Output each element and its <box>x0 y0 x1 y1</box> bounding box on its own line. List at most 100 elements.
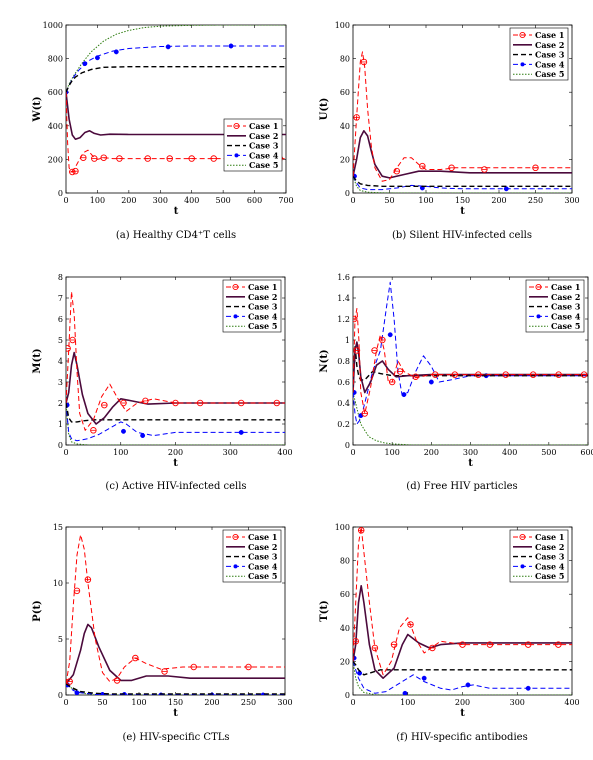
x-tick-label: 100 <box>418 196 433 205</box>
x-axis-label: t <box>468 458 473 469</box>
series-group <box>353 527 572 695</box>
series-line-case-4 <box>66 45 286 93</box>
axes-frame <box>65 24 287 194</box>
x-tick-label: 400 <box>502 448 517 457</box>
y-axis-label: M(t) <box>32 348 43 373</box>
series-line-case-2 <box>66 351 285 425</box>
x-tick-label: 50 <box>384 196 394 205</box>
panel-a: 0 100 200 300 400 500 600 700 0 200 400 600 800 1000 t… <box>32 21 294 241</box>
marker-case-4 <box>428 379 434 385</box>
series-line-case-3 <box>353 660 572 676</box>
x-tick-label: 600 <box>580 448 593 457</box>
marker-case-4 <box>82 61 88 67</box>
x-tick-label: 0 <box>63 448 68 457</box>
y-tick-label: 40 <box>340 624 350 633</box>
legend-label-case-3: Case 3 <box>535 552 565 562</box>
series-line-case-5 <box>353 392 588 445</box>
y-tick-label: 0 <box>58 189 63 198</box>
x-axis-label: t <box>460 708 465 719</box>
y-tick-label: 8 <box>58 273 63 282</box>
x-tick-label: 0 <box>350 448 355 457</box>
legend-label-case-2: Case 2 <box>551 292 581 302</box>
y-tick-label: 0 <box>345 441 350 450</box>
y-tick-label: 1.6 <box>337 273 350 282</box>
x-tick-label: 200 <box>121 196 136 205</box>
legend-marker-case-4 <box>233 314 238 319</box>
marker-case-4 <box>525 685 531 691</box>
x-tick-label: 200 <box>204 698 219 707</box>
marker-case-4 <box>238 429 244 435</box>
y-tick-label: 1000 <box>43 21 63 30</box>
x-tick-label: 300 <box>564 196 579 205</box>
series-line-case-2 <box>353 130 572 179</box>
legend-label-case-4: Case 4 <box>535 561 565 571</box>
series-line-case-4 <box>66 683 285 695</box>
y-tick-label: 200 <box>48 155 63 164</box>
legend-label-case-2: Case 2 <box>535 40 565 50</box>
legend-label-case-1: Case 1 <box>535 30 565 40</box>
x-tick-label: 300 <box>277 698 292 707</box>
legend-label-case-1: Case 1 <box>249 121 279 131</box>
series-line-case-4 <box>353 175 572 191</box>
marker-case-4 <box>113 49 119 55</box>
series-line-case-2 <box>353 584 572 680</box>
x-tick-label: 300 <box>463 448 478 457</box>
y-tick-label: 0.2 <box>337 420 350 429</box>
legend-box <box>509 27 569 81</box>
y-tick-label: 10 <box>53 579 63 588</box>
y-tick-label: 5 <box>58 336 63 345</box>
y-tick-label: 400 <box>48 122 63 131</box>
series-line-case-5 <box>66 402 285 445</box>
legend-box <box>509 529 569 583</box>
legend-label-case-3: Case 3 <box>535 50 565 60</box>
x-tick-label: 0 <box>63 196 68 205</box>
marker-case-4 <box>74 690 80 695</box>
legend-label-case-1: Case 1 <box>248 532 278 542</box>
y-tick-label: 4 <box>58 357 63 366</box>
y-axis-label: P(t) <box>32 600 43 622</box>
legend-label-case-1: Case 1 <box>248 282 278 292</box>
legend-label-case-5: Case 5 <box>249 160 279 170</box>
legend-marker-case-1 <box>519 533 526 541</box>
legend-label-case-3: Case 3 <box>248 302 278 312</box>
panel-caption: (b) Silent HIV-infected cells <box>392 230 532 241</box>
legend-box <box>223 118 283 172</box>
x-tick-label: 100 <box>131 698 146 707</box>
y-tick-label: 100 <box>335 21 350 30</box>
legend-label-case-2: Case 2 <box>249 131 279 141</box>
legend-box <box>222 529 282 583</box>
y-tick-label: 20 <box>340 657 350 666</box>
x-tick-label: 400 <box>564 698 579 707</box>
marker-case-4 <box>402 690 408 695</box>
y-tick-label: 1.4 <box>337 294 350 303</box>
x-tick-label: 500 <box>541 448 556 457</box>
x-tick-label: 200 <box>168 448 183 457</box>
marker-case-4 <box>140 433 146 438</box>
series-line-case-2 <box>353 341 588 394</box>
x-axis-label: t <box>173 708 178 719</box>
y-tick-label: 40 <box>340 122 350 131</box>
series-line-case-5 <box>353 661 572 695</box>
marker-case-4 <box>421 675 427 681</box>
legend-marker-case-4 <box>233 564 238 569</box>
panel-caption: (f) HIV-specific antibodies <box>396 732 527 743</box>
x-axis-label: t <box>460 206 465 217</box>
legend-label-case-2: Case 2 <box>535 542 565 552</box>
legend-marker-case-4 <box>536 314 541 319</box>
x-tick-label: 500 <box>216 196 231 205</box>
y-tick-label: 6 <box>58 315 63 324</box>
y-tick-label: 0 <box>58 441 63 450</box>
series-group <box>66 534 285 695</box>
x-tick-label: 250 <box>241 698 256 707</box>
marker-case-4 <box>121 428 126 434</box>
legend-marker-case-4 <box>520 564 525 569</box>
x-tick-label: 200 <box>424 448 439 457</box>
marker-case-4 <box>228 43 234 49</box>
y-axis-label: T(t) <box>319 600 330 622</box>
series-line-case-3 <box>66 683 285 695</box>
x-tick-label: 300 <box>510 698 525 707</box>
